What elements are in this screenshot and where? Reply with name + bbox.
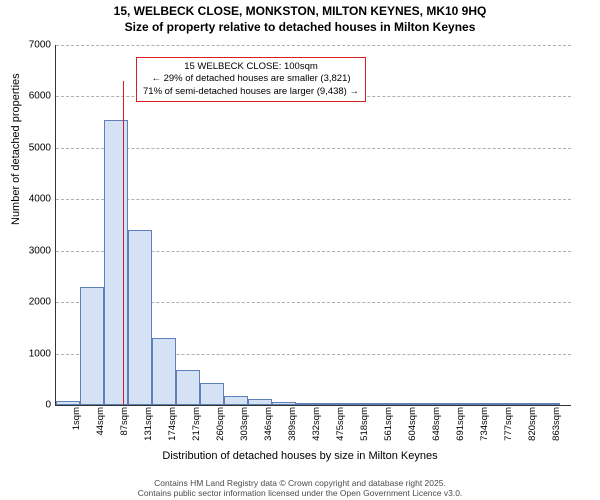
x-tick-label: 691sqm — [455, 407, 466, 441]
chart-title: 15, WELBECK CLOSE, MONKSTON, MILTON KEYN… — [0, 0, 600, 35]
histogram-bar — [80, 287, 104, 405]
x-tick-label: 734sqm — [479, 407, 490, 441]
x-tick-label: 174sqm — [167, 407, 178, 441]
annotation-box: 15 WELBECK CLOSE: 100sqm← 29% of detache… — [136, 57, 366, 102]
x-tick-label: 303sqm — [239, 407, 250, 441]
y-tick-label: 7000 — [21, 40, 51, 51]
x-tick-label: 432sqm — [311, 407, 322, 441]
anno-line1: 15 WELBECK CLOSE: 100sqm — [184, 61, 318, 72]
x-axis-label: Distribution of detached houses by size … — [0, 450, 600, 462]
x-tick-label: 346sqm — [263, 407, 274, 441]
histogram-bar — [128, 230, 152, 405]
footer-line2: Contains public sector information licen… — [138, 488, 463, 498]
x-tick-label: 1sqm — [71, 407, 82, 430]
title-line2: Size of property relative to detached ho… — [125, 20, 476, 34]
x-tick-label: 131sqm — [143, 407, 154, 441]
x-tick-label: 44sqm — [95, 407, 106, 436]
histogram-bar — [176, 370, 200, 405]
y-tick-label: 6000 — [21, 91, 51, 102]
histogram-bar — [488, 403, 512, 405]
grid-line — [56, 45, 571, 46]
x-tick-label: 777sqm — [503, 407, 514, 441]
histogram-bar — [200, 383, 224, 405]
x-tick-label: 648sqm — [431, 407, 442, 441]
x-tick-label: 604sqm — [407, 407, 418, 441]
title-line1: 15, WELBECK CLOSE, MONKSTON, MILTON KEYN… — [114, 4, 487, 18]
y-tick-label: 5000 — [21, 142, 51, 153]
anno-line3: 71% of semi-detached houses are larger (… — [143, 86, 359, 97]
histogram-bar — [464, 403, 488, 405]
x-tick-label: 475sqm — [335, 407, 346, 441]
y-tick-label: 1000 — [21, 348, 51, 359]
histogram-bar — [248, 399, 272, 405]
footer-line1: Contains HM Land Registry data © Crown c… — [154, 478, 446, 488]
property-marker-line — [123, 81, 124, 405]
x-tick-label: 518sqm — [359, 407, 370, 441]
histogram-bar — [104, 120, 128, 405]
x-tick-label: 260sqm — [215, 407, 226, 441]
x-tick-label: 863sqm — [551, 407, 562, 441]
histogram-bar — [272, 402, 296, 405]
histogram-bar — [344, 403, 368, 405]
x-tick-label: 389sqm — [287, 407, 298, 441]
y-tick-label: 2000 — [21, 297, 51, 308]
x-tick-label: 561sqm — [383, 407, 394, 441]
histogram-bar — [152, 338, 176, 405]
histogram-bar — [416, 403, 440, 405]
chart-area: 010002000300040005000600070001sqm44sqm87… — [55, 45, 570, 405]
histogram-bar — [392, 403, 416, 405]
x-tick-label: 87sqm — [119, 407, 130, 436]
histogram-bar — [224, 396, 248, 405]
footer-credits: Contains HM Land Registry data © Crown c… — [0, 478, 600, 498]
x-tick-label: 820sqm — [527, 407, 538, 441]
histogram-bar — [56, 401, 80, 405]
histogram-bar — [440, 403, 464, 405]
y-tick-label: 3000 — [21, 245, 51, 256]
x-tick-label: 217sqm — [191, 407, 202, 441]
plot-region: 010002000300040005000600070001sqm44sqm87… — [55, 45, 571, 406]
grid-line — [56, 199, 571, 200]
histogram-bar — [368, 403, 392, 405]
y-tick-label: 4000 — [21, 194, 51, 205]
histogram-bar — [536, 403, 560, 405]
anno-line2: ← 29% of detached houses are smaller (3,… — [151, 73, 350, 84]
y-tick-label: 0 — [21, 400, 51, 411]
histogram-bar — [296, 403, 320, 405]
grid-line — [56, 148, 571, 149]
histogram-bar — [320, 403, 344, 405]
histogram-bar — [512, 403, 536, 405]
